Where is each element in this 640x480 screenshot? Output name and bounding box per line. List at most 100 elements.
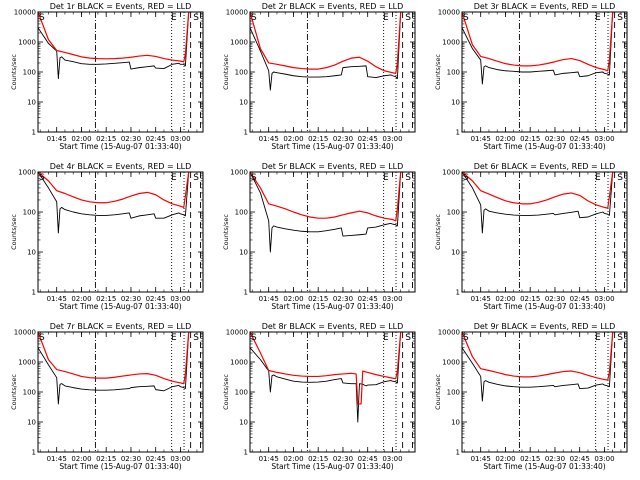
x-tick-label: 02:00 (283, 135, 303, 143)
x-tick-label: 02:00 (283, 455, 303, 463)
y-tick-label: 1 (244, 449, 248, 457)
marker-label-2: E (383, 173, 389, 183)
x-axis-label: Start Time (15-Aug-07 01:33:40) (59, 302, 181, 311)
plot-3: Det 3r BLACK = Events, RED = LLD 1 10 100 10… (434, 2, 628, 151)
x-tick-label: 03:00 (170, 135, 190, 143)
series-lld-line (37, 331, 190, 385)
y-tick-label: 1 (456, 449, 460, 457)
y-tick-label: 100 (235, 69, 248, 77)
x-axis-label: Start Time (15-Aug-07 01:33:40) (483, 142, 605, 151)
plot-9: Det 9r BLACK = Events, RED = LLD 1 10 100 10… (434, 322, 628, 471)
y-tick-label: 100 (447, 209, 460, 217)
marker-label-2: E (595, 333, 601, 343)
x-tick-label: 03:00 (170, 455, 190, 463)
plot-5: Det 5r BLACK = Events, RED = LLD 1 10 100 10… (222, 162, 416, 311)
y-axis-label: Counts/sec (434, 374, 442, 410)
x-tick-label: 02:00 (71, 295, 91, 303)
x-tick-label: 02:30 (121, 135, 141, 143)
plot-8: Det 8r BLACK = Events, RED = LLD 1 10 100 10… (222, 322, 416, 471)
y-tick-label: 1000 (230, 359, 248, 367)
plot-frame (37, 331, 204, 453)
y-tick-label: 100 (23, 209, 36, 217)
y-tick-label: 1 (32, 289, 36, 297)
plot-7: Det 7r BLACK = Events, RED = LLD 1 10 100 10… (10, 322, 204, 471)
x-tick-label: 02:30 (545, 135, 565, 143)
plot-frame (249, 331, 416, 453)
series-events-line (461, 171, 614, 234)
marker-label-3: S (405, 333, 411, 343)
x-tick-label: 01:45 (259, 135, 279, 143)
y-tick-label: 1 (32, 129, 36, 137)
series-lld-line (249, 11, 402, 74)
x-tick-label: 02:45 (358, 455, 378, 463)
x-tick-label: 02:15 (520, 135, 540, 143)
plot-frame (37, 171, 204, 293)
marker-label-1: S (39, 13, 45, 23)
series-lld-line (461, 11, 614, 72)
x-tick-label: 02:30 (545, 295, 565, 303)
y-axis-label: Counts/sec (222, 374, 230, 410)
y-tick-label: 1 (456, 289, 460, 297)
plot-frame (461, 11, 628, 133)
x-axis-label: Start Time (15-Aug-07 01:33:40) (271, 302, 393, 311)
series-lld-line (249, 171, 402, 222)
y-tick-label: 100 (235, 209, 248, 217)
series-events-line (461, 331, 614, 402)
x-tick-label: 02:15 (520, 455, 540, 463)
x-tick-label: 02:30 (333, 295, 353, 303)
y-tick-label: 10000 (438, 9, 460, 17)
y-axis-label: Counts/sec (222, 54, 230, 90)
marker-label-1: S (39, 173, 45, 183)
x-tick-label: 02:00 (71, 135, 91, 143)
plot-5-title: Det 5r BLACK = Events, RED = LLD (262, 162, 404, 171)
y-tick-label: 10 (27, 249, 36, 257)
x-tick-label: 02:15 (308, 135, 328, 143)
plot-1: Det 1r BLACK = Events, RED = LLD 1 10 100 10… (10, 2, 204, 151)
y-tick-label: 10 (239, 99, 248, 107)
x-tick-label: 03:00 (594, 455, 614, 463)
marker-label-3: S (193, 333, 199, 343)
x-tick-label: 02:15 (96, 135, 116, 143)
plot-1-title: Det 1r BLACK = Events, RED = LLD (50, 2, 192, 11)
y-tick-label: 10000 (14, 9, 36, 17)
x-tick-label: 01:45 (471, 135, 491, 143)
y-tick-label: 1000 (230, 169, 248, 177)
y-tick-label: 1000 (442, 169, 460, 177)
y-tick-label: 1000 (18, 39, 36, 47)
y-tick-label: 1000 (18, 359, 36, 367)
y-axis-label: Counts/sec (434, 54, 442, 90)
y-tick-label: 10000 (226, 9, 248, 17)
series-events-line (461, 11, 614, 85)
x-tick-label: 01:45 (47, 295, 67, 303)
y-tick-label: 1 (244, 289, 248, 297)
y-tick-label: 100 (447, 389, 460, 397)
y-tick-label: 100 (23, 69, 36, 77)
x-tick-label: 02:45 (146, 135, 166, 143)
marker-label-2: E (595, 13, 601, 23)
x-tick-label: 03:00 (382, 135, 402, 143)
marker-label-3: S (405, 173, 411, 183)
x-tick-label: 03:00 (594, 295, 614, 303)
y-axis-label: Counts/sec (10, 54, 18, 90)
plot-frame (461, 171, 628, 293)
x-tick-label: 02:45 (358, 295, 378, 303)
x-tick-label: 01:45 (471, 295, 491, 303)
x-tick-label: 02:45 (570, 295, 590, 303)
y-tick-label: 1000 (442, 39, 460, 47)
x-axis-label: Start Time (15-Aug-07 01:33:40) (483, 302, 605, 311)
series-lld-line (461, 171, 614, 209)
marker-label-1: S (251, 13, 257, 23)
marker-label-3: S (193, 173, 199, 183)
y-tick-label: 10 (239, 249, 248, 257)
y-tick-label: 100 (23, 389, 36, 397)
y-tick-label: 10 (239, 419, 248, 427)
marker-label-2: E (595, 173, 601, 183)
x-tick-label: 02:45 (146, 455, 166, 463)
x-axis-label: Start Time (15-Aug-07 01:33:40) (59, 142, 181, 151)
plot-3-title: Det 3r BLACK = Events, RED = LLD (474, 2, 616, 11)
y-tick-label: 1 (32, 449, 36, 457)
marker-label-1: S (463, 173, 469, 183)
x-tick-label: 02:15 (308, 295, 328, 303)
x-tick-label: 02:45 (358, 135, 378, 143)
